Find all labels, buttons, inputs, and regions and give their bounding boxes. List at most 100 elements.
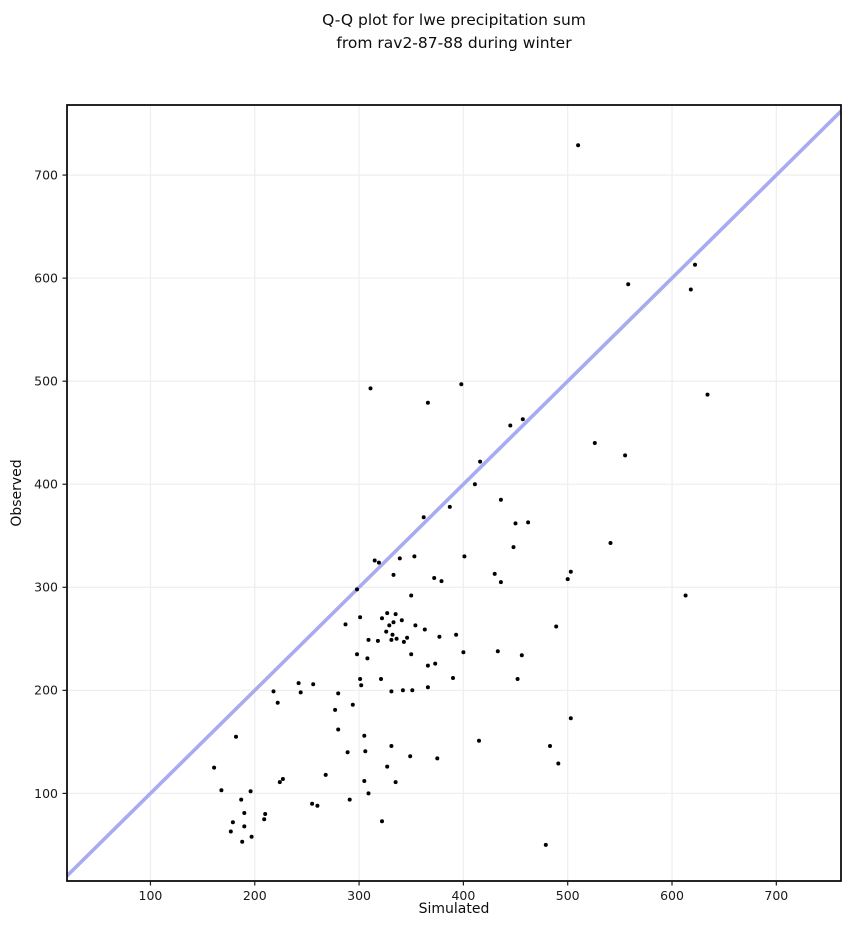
- scatter-point: [432, 576, 437, 580]
- identity-line: [67, 108, 841, 879]
- scatter-point: [375, 638, 380, 643]
- scatter-point: [683, 593, 688, 598]
- scatter-point: [422, 627, 427, 632]
- y-tick-label: 700: [34, 167, 58, 182]
- scatter-point: [359, 683, 364, 688]
- scatter-point: [459, 382, 464, 387]
- scatter-point: [421, 515, 426, 520]
- scatter-point: [511, 545, 516, 550]
- scatter-point: [439, 579, 444, 584]
- scatter-point: [248, 789, 253, 794]
- scatter-point: [400, 688, 405, 693]
- scatter-point: [451, 676, 455, 680]
- scatter-point: [519, 653, 524, 658]
- scatter-point: [385, 764, 390, 769]
- scatter-point: [409, 593, 414, 598]
- scatter-point: [240, 839, 245, 844]
- scatter-point: [380, 616, 384, 621]
- scatter-point: [212, 765, 217, 770]
- scatter-point: [336, 727, 341, 732]
- y-tick-label: 300: [34, 580, 58, 595]
- scatter-point: [333, 707, 338, 712]
- scatter-point: [626, 282, 631, 287]
- scatter-point: [568, 569, 573, 574]
- x-tick-label: 300: [347, 888, 371, 903]
- scatter-point: [565, 577, 570, 582]
- scatter-point: [498, 580, 503, 585]
- scatter-point: [323, 772, 328, 777]
- scatter-point: [242, 811, 247, 815]
- scatter-point: [385, 611, 390, 616]
- x-tick-label: 400: [451, 888, 475, 903]
- scatter-point: [568, 716, 573, 721]
- scatter-points: [212, 143, 710, 847]
- scatter-point: [508, 423, 513, 428]
- scatter-point: [363, 749, 368, 754]
- scatter-point: [372, 558, 377, 563]
- scatter-point: [219, 788, 224, 793]
- scatter-point: [228, 829, 233, 834]
- scatter-point: [242, 824, 247, 829]
- scatter-point: [608, 541, 613, 545]
- plot-border: [66, 104, 842, 882]
- x-axis-label: Simulated: [418, 901, 490, 917]
- scatter-point: [548, 744, 552, 748]
- scatter-point: [462, 554, 467, 559]
- scatter-point: [389, 689, 394, 694]
- scatter-point: [399, 618, 404, 623]
- scatter-point: [358, 677, 363, 681]
- scatter-point: [239, 797, 244, 802]
- scatter-point: [425, 685, 430, 690]
- scatter-point: [498, 497, 503, 502]
- x-tick-label: 200: [243, 888, 267, 903]
- scatter-point: [230, 820, 235, 825]
- scatter-point: [277, 780, 282, 785]
- scatter-point: [688, 287, 693, 292]
- scatter-point: [477, 738, 481, 743]
- scatter-point: [347, 797, 352, 802]
- scatter-point: [401, 639, 406, 644]
- scatter-point: [366, 637, 371, 642]
- scatter-point: [495, 649, 500, 654]
- scatter-point: [520, 417, 525, 422]
- scatter-point: [315, 803, 320, 808]
- scatter-point: [298, 690, 303, 695]
- scatter-point: [355, 587, 359, 592]
- scatter-point: [280, 777, 285, 781]
- scatter-point: [435, 756, 440, 761]
- y-tick-label: 400: [34, 477, 58, 492]
- y-tick-label: 200: [34, 683, 58, 698]
- scatter-point: [397, 556, 402, 561]
- scatter-point: [262, 817, 267, 822]
- scatter-point: [336, 691, 341, 696]
- scatter-point: [350, 702, 355, 707]
- scatter-point: [478, 459, 483, 464]
- scatter-point: [390, 632, 395, 637]
- scatter-point: [311, 682, 316, 687]
- scatter-point: [345, 750, 350, 755]
- scatter-point: [376, 560, 381, 565]
- scatter-point: [492, 571, 497, 576]
- scatter-point: [275, 700, 280, 705]
- scatter-point: [447, 504, 452, 509]
- scatter-point: [405, 635, 410, 640]
- scatter-point: [412, 554, 417, 559]
- scatter-point: [394, 636, 399, 641]
- scatter-point: [384, 629, 389, 634]
- scatter-point: [271, 689, 276, 694]
- scatter-point: [556, 761, 561, 766]
- y-tick-label: 600: [34, 271, 58, 286]
- scatter-point: [425, 663, 430, 668]
- scatter-point: [472, 482, 477, 487]
- scatter-point: [515, 677, 520, 681]
- scatter-point: [387, 623, 392, 628]
- scatter-point: [461, 650, 466, 655]
- scatter-point: [362, 779, 367, 783]
- scatter-point: [263, 812, 268, 816]
- scatter-point: [368, 386, 373, 391]
- scatter-point: [410, 688, 415, 693]
- chart-title-line1: Q-Q plot for lwe precipitation sum: [322, 11, 586, 29]
- y-tick-label: 500: [34, 374, 58, 389]
